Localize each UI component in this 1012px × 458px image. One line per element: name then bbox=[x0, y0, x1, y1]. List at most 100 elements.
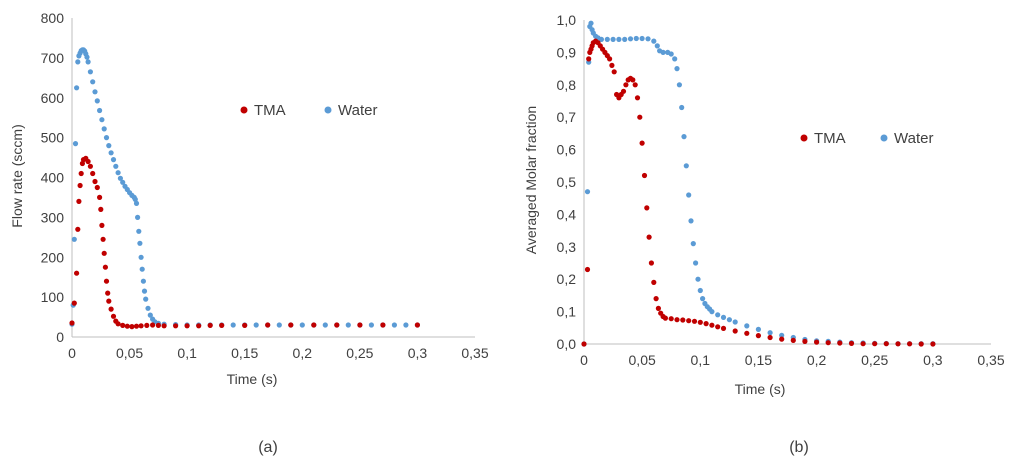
chart-b-point-water bbox=[695, 276, 701, 282]
chart-b-series bbox=[581, 20, 936, 347]
chart-a-point-water bbox=[403, 322, 409, 328]
chart-a-point-tma bbox=[102, 264, 108, 270]
chart-b-point-water bbox=[604, 36, 610, 43]
chart-a-point-water bbox=[101, 126, 107, 132]
chart-b-point-tma bbox=[632, 82, 638, 88]
chart-b-point-water bbox=[672, 56, 678, 62]
chart-a-point-tma bbox=[106, 298, 112, 304]
chart-b-point-tma bbox=[620, 88, 627, 94]
chart-a-point-tma bbox=[173, 323, 179, 329]
chart-b-point-water bbox=[697, 287, 703, 294]
chart-a-x-tick-label: 0,3 bbox=[408, 345, 428, 361]
chart-a-point-water bbox=[140, 278, 146, 284]
chart-a-point-water bbox=[85, 59, 91, 65]
chart-a-point-water bbox=[391, 322, 397, 328]
chart-a-y-tick-label: 0 bbox=[56, 329, 64, 345]
chart-a-point-water bbox=[99, 117, 105, 123]
chart-a-point-water bbox=[137, 240, 143, 246]
chart-a-y-tick-label: 100 bbox=[41, 289, 65, 305]
chart-a-point-water bbox=[113, 163, 119, 169]
chart-a-point-tma bbox=[71, 300, 77, 306]
chart-a-point-tma bbox=[97, 194, 103, 200]
chart-b-x-tick-label: 0,3 bbox=[923, 352, 943, 368]
chart-a-point-tma bbox=[108, 306, 114, 312]
chart-b-point-tma bbox=[641, 172, 648, 179]
chart-a-point-tma bbox=[334, 322, 340, 328]
chart-a-point-tma bbox=[74, 270, 80, 276]
chart-a-point-water bbox=[145, 305, 151, 311]
chart-b-point-water bbox=[715, 312, 721, 318]
chart-a-point-tma bbox=[138, 323, 144, 329]
chart-b-point-tma bbox=[755, 333, 762, 339]
chart-a-point-water bbox=[103, 135, 110, 141]
chart-b-point-tma bbox=[648, 260, 655, 266]
chart-a-point-water bbox=[147, 312, 153, 318]
chart-a-x-tick-label: 0,15 bbox=[231, 345, 258, 361]
chart-b-point-tma bbox=[779, 336, 785, 342]
chart-a-point-water bbox=[84, 54, 90, 60]
chart-b-y-tick-label: 0,7 bbox=[557, 109, 577, 125]
chart-a-point-tma bbox=[161, 323, 167, 329]
chart-a-point-tma bbox=[105, 290, 111, 296]
chart-a-axes: 0 0,05 0,1 0,15 0,2 0,25 0,3 0,35 0 100 200 300 400 5… bbox=[41, 10, 489, 361]
chart-b-point-tma bbox=[709, 322, 715, 328]
chart-b-point-tma bbox=[668, 316, 674, 322]
chart-a-point-water bbox=[299, 322, 305, 328]
chart-a-x-tick-label: 0,1 bbox=[177, 345, 197, 361]
chart-a-point-water bbox=[276, 322, 282, 328]
chart-b-point-tma bbox=[814, 339, 820, 345]
chart-a-x-tick-label: 0,35 bbox=[461, 345, 488, 361]
chart-b-point-water bbox=[645, 36, 651, 42]
chart-b-point-tma bbox=[584, 266, 591, 273]
chart-a-point-water bbox=[345, 322, 351, 328]
chart-a-point-tma bbox=[184, 323, 190, 329]
chart-b-point-tma bbox=[802, 338, 808, 344]
chart-a-legend-tma-marker bbox=[240, 106, 248, 114]
chart-a-legend-water-marker bbox=[324, 106, 332, 114]
chart-b-point-tma bbox=[639, 140, 645, 146]
chart-b-molar-fraction: 0 0,05 0,1 0,15 0,2 0,25 0,3 0,35 0,0 0,1 0,2 0,3 0,… bbox=[523, 12, 1005, 456]
chart-b-point-water bbox=[588, 20, 594, 26]
chart-b-legend-water-marker bbox=[880, 134, 888, 142]
chart-b-point-tma bbox=[895, 341, 901, 347]
chart-a-point-water bbox=[97, 107, 103, 114]
chart-a-point-water bbox=[322, 322, 328, 328]
chart-a-point-water bbox=[94, 98, 100, 104]
chart-a-point-tma bbox=[99, 222, 105, 228]
chart-a-point-water bbox=[132, 196, 138, 202]
chart-a-point-water bbox=[120, 179, 126, 185]
chart-b-point-tma bbox=[930, 341, 936, 347]
chart-b-point-tma bbox=[581, 341, 587, 347]
chart-a-y-tick-label: 800 bbox=[41, 10, 65, 26]
chart-a-point-tma bbox=[87, 163, 93, 169]
chart-b-point-tma bbox=[907, 341, 913, 347]
chart-b-y-tick-label: 0,9 bbox=[557, 44, 577, 60]
chart-b-y-tick-label: 0,2 bbox=[557, 271, 577, 287]
chart-a-point-tma bbox=[76, 198, 82, 204]
chart-b-point-water bbox=[633, 35, 639, 42]
chart-b-point-tma bbox=[790, 337, 796, 343]
chart-b-point-water bbox=[639, 35, 645, 42]
chart-b-xlabel: Time (s) bbox=[735, 381, 786, 397]
chart-b-point-tma bbox=[586, 56, 592, 62]
chart-b-point-tma bbox=[744, 330, 750, 336]
chart-b-point-water bbox=[779, 332, 785, 338]
chart-a-point-water bbox=[368, 322, 374, 328]
chart-a-point-tma bbox=[100, 236, 106, 242]
chart-b-series-water bbox=[581, 20, 936, 347]
chart-b-point-water bbox=[726, 317, 733, 323]
chart-b-point-tma bbox=[611, 69, 617, 75]
chart-b-point-water bbox=[688, 218, 694, 224]
chart-b-point-water bbox=[709, 309, 715, 315]
chart-a-point-water bbox=[74, 85, 80, 91]
chart-b-legend-water: Water bbox=[894, 130, 933, 147]
chart-a-point-water bbox=[133, 200, 140, 206]
chart-a-point-tma bbox=[133, 323, 140, 329]
chart-b-point-tma bbox=[767, 334, 773, 341]
chart-b-point-water bbox=[668, 51, 674, 57]
chart-a-x-tick-label: 0 bbox=[68, 345, 76, 361]
chart-b-legend-tma-marker bbox=[800, 134, 808, 142]
chart-b-y-tick-label: 0,1 bbox=[557, 304, 577, 320]
chart-b-point-water bbox=[693, 260, 699, 266]
chart-a-point-water bbox=[106, 143, 112, 149]
